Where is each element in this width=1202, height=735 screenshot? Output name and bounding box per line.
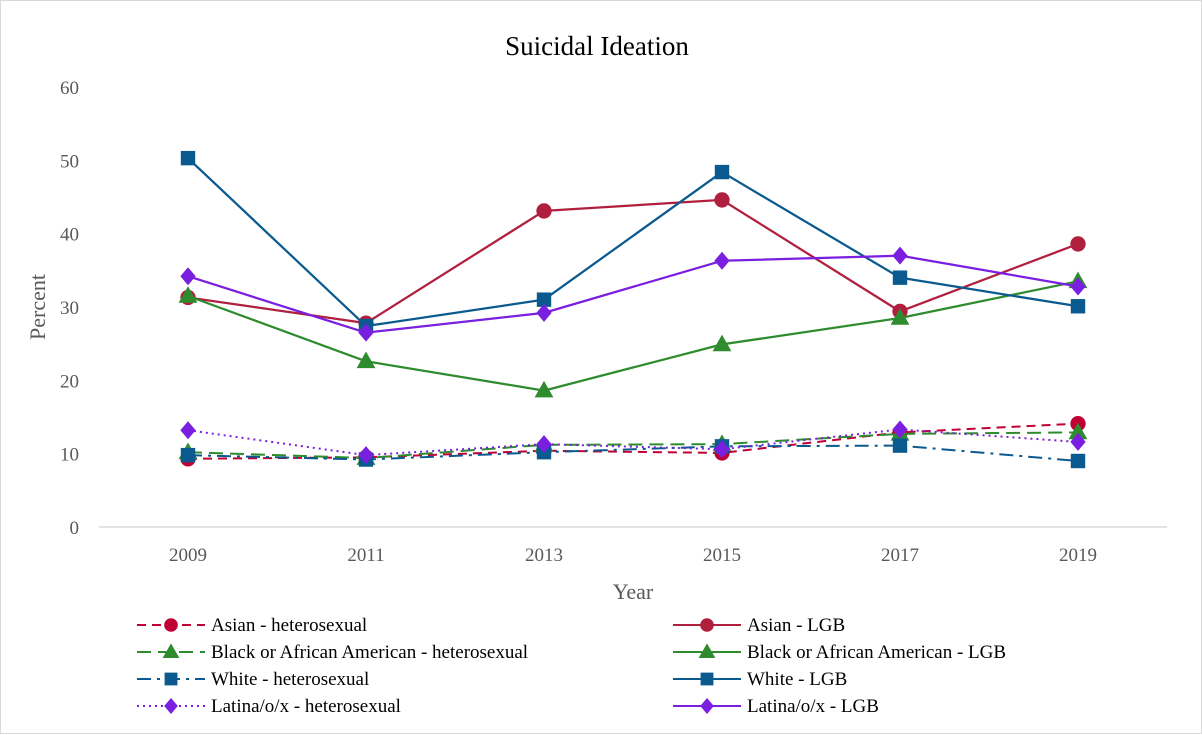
diamond-marker bbox=[714, 251, 730, 270]
y-tick-label: 20 bbox=[60, 371, 79, 392]
legend-item: Asian - LGB bbox=[673, 615, 845, 636]
y-tick-label: 40 bbox=[60, 225, 79, 246]
x-tick-label: 2019 bbox=[1059, 545, 1097, 566]
x-tick-label: 2009 bbox=[169, 545, 207, 566]
series-7 bbox=[180, 420, 1086, 465]
triangle-marker bbox=[712, 334, 732, 352]
diamond-marker bbox=[892, 420, 908, 439]
circle-marker bbox=[536, 203, 552, 219]
y-tick-label: 30 bbox=[60, 298, 79, 319]
series-line bbox=[187, 157, 1079, 328]
chart-title: Suicidal Ideation bbox=[505, 31, 689, 61]
series-6 bbox=[180, 150, 1086, 334]
series-2 bbox=[180, 192, 1086, 331]
y-tick-label: 50 bbox=[60, 151, 79, 172]
series-8 bbox=[180, 246, 1086, 342]
triangle-marker bbox=[178, 286, 198, 303]
diamond-marker bbox=[536, 303, 552, 322]
x-axis-title: Year bbox=[613, 579, 654, 604]
circle-marker bbox=[164, 618, 178, 632]
legend-item: White - LGB bbox=[673, 669, 847, 690]
triangle-marker bbox=[698, 643, 716, 659]
triangle-marker bbox=[890, 308, 910, 325]
legend-label: Latina/o/x - LGB bbox=[747, 696, 879, 717]
y-axis-ticks: 0 10 20 30 40 50 60 bbox=[60, 78, 79, 539]
diamond-marker bbox=[358, 323, 374, 342]
diamond-marker bbox=[358, 446, 374, 465]
series-line bbox=[187, 422, 1079, 460]
diamond-marker bbox=[164, 698, 178, 714]
diamond-marker bbox=[1070, 277, 1086, 296]
circle-marker bbox=[714, 192, 730, 208]
diamond-marker bbox=[180, 421, 196, 440]
legend-label: Black or African American - LGB bbox=[747, 642, 1006, 663]
square-marker bbox=[1070, 299, 1086, 314]
diamond-marker bbox=[1070, 432, 1086, 451]
series-line bbox=[187, 444, 1079, 462]
series-group bbox=[178, 150, 1088, 469]
x-tick-label: 2013 bbox=[525, 545, 563, 566]
y-tick-label: 60 bbox=[60, 78, 79, 99]
legend-label: White - heterosexual bbox=[211, 669, 369, 690]
y-axis-title: Percent bbox=[25, 274, 50, 340]
series-line bbox=[187, 198, 1079, 325]
square-marker bbox=[714, 164, 730, 180]
triangle-marker bbox=[534, 380, 554, 398]
legend-label: Latina/o/x - heterosexual bbox=[211, 696, 401, 717]
series-line bbox=[187, 431, 1079, 460]
legend: Asian - heterosexual Asian - LGB Black or … bbox=[137, 615, 1006, 717]
square-marker bbox=[892, 438, 908, 453]
square-marker bbox=[164, 672, 178, 686]
x-tick-label: 2011 bbox=[347, 545, 384, 566]
legend-label: Asian - heterosexual bbox=[211, 615, 367, 636]
series-4 bbox=[178, 271, 1088, 398]
circle-marker bbox=[700, 618, 714, 632]
square-marker bbox=[892, 270, 908, 285]
square-marker bbox=[700, 672, 714, 686]
series-line bbox=[187, 428, 1079, 457]
legend-item: White - heterosexual bbox=[137, 669, 369, 690]
x-tick-label: 2017 bbox=[881, 545, 919, 566]
legend-label: Black or African American - heterosexual bbox=[211, 642, 528, 663]
x-axis-ticks: 2009 2011 2013 2015 2017 2019 bbox=[169, 545, 1097, 566]
diamond-marker bbox=[714, 440, 730, 459]
diamond-marker bbox=[892, 246, 908, 265]
y-tick-label: 10 bbox=[60, 445, 79, 466]
diamond-marker bbox=[180, 267, 196, 286]
series-5 bbox=[180, 438, 1086, 469]
legend-label: White - LGB bbox=[747, 669, 847, 690]
square-marker bbox=[536, 292, 552, 307]
square-marker bbox=[1070, 453, 1086, 469]
legend-item: Black or African American - LGB bbox=[673, 642, 1006, 663]
x-tick-label: 2015 bbox=[703, 545, 741, 566]
legend-item: Asian - heterosexual bbox=[137, 615, 367, 636]
series-line bbox=[187, 254, 1079, 334]
legend-item: Black or African American - heterosexual bbox=[137, 642, 528, 663]
legend-item: Latina/o/x - LGB bbox=[673, 696, 879, 717]
diamond-marker bbox=[536, 435, 552, 454]
triangle-marker bbox=[1068, 422, 1088, 440]
y-tick-label: 0 bbox=[70, 518, 80, 539]
legend-label: Asian - LGB bbox=[747, 615, 845, 636]
triangle-marker bbox=[162, 643, 180, 659]
diamond-marker bbox=[700, 698, 714, 714]
series-line bbox=[187, 280, 1079, 392]
square-marker bbox=[180, 447, 196, 463]
legend-item: Latina/o/x - heterosexual bbox=[137, 696, 401, 717]
square-marker bbox=[180, 150, 196, 166]
circle-marker bbox=[1070, 236, 1086, 252]
triangle-marker bbox=[356, 351, 376, 369]
